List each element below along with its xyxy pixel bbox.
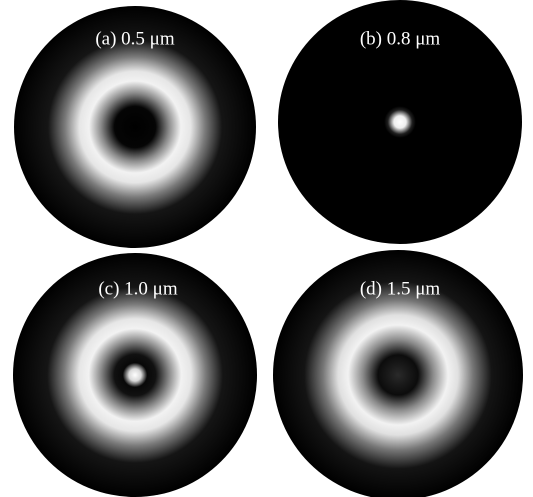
- panel-a: (a) 0.5 μm: [14, 6, 256, 248]
- panel-label: (d) 1.5 μm: [360, 278, 441, 299]
- panel-label: (a) 0.5 μm: [95, 28, 175, 49]
- panel-b: (b) 0.8 μm: [278, 0, 522, 244]
- figure: (a) 0.5 μm (b) 0.8 μm (c) 1.0 μm (d) 1.5…: [0, 0, 533, 497]
- panel-label: (c) 1.0 μm: [98, 278, 178, 299]
- panel-c: (c) 1.0 μm: [13, 253, 257, 497]
- panel-label: (b) 0.8 μm: [360, 28, 441, 49]
- panel-d: (d) 1.5 μm: [273, 250, 523, 497]
